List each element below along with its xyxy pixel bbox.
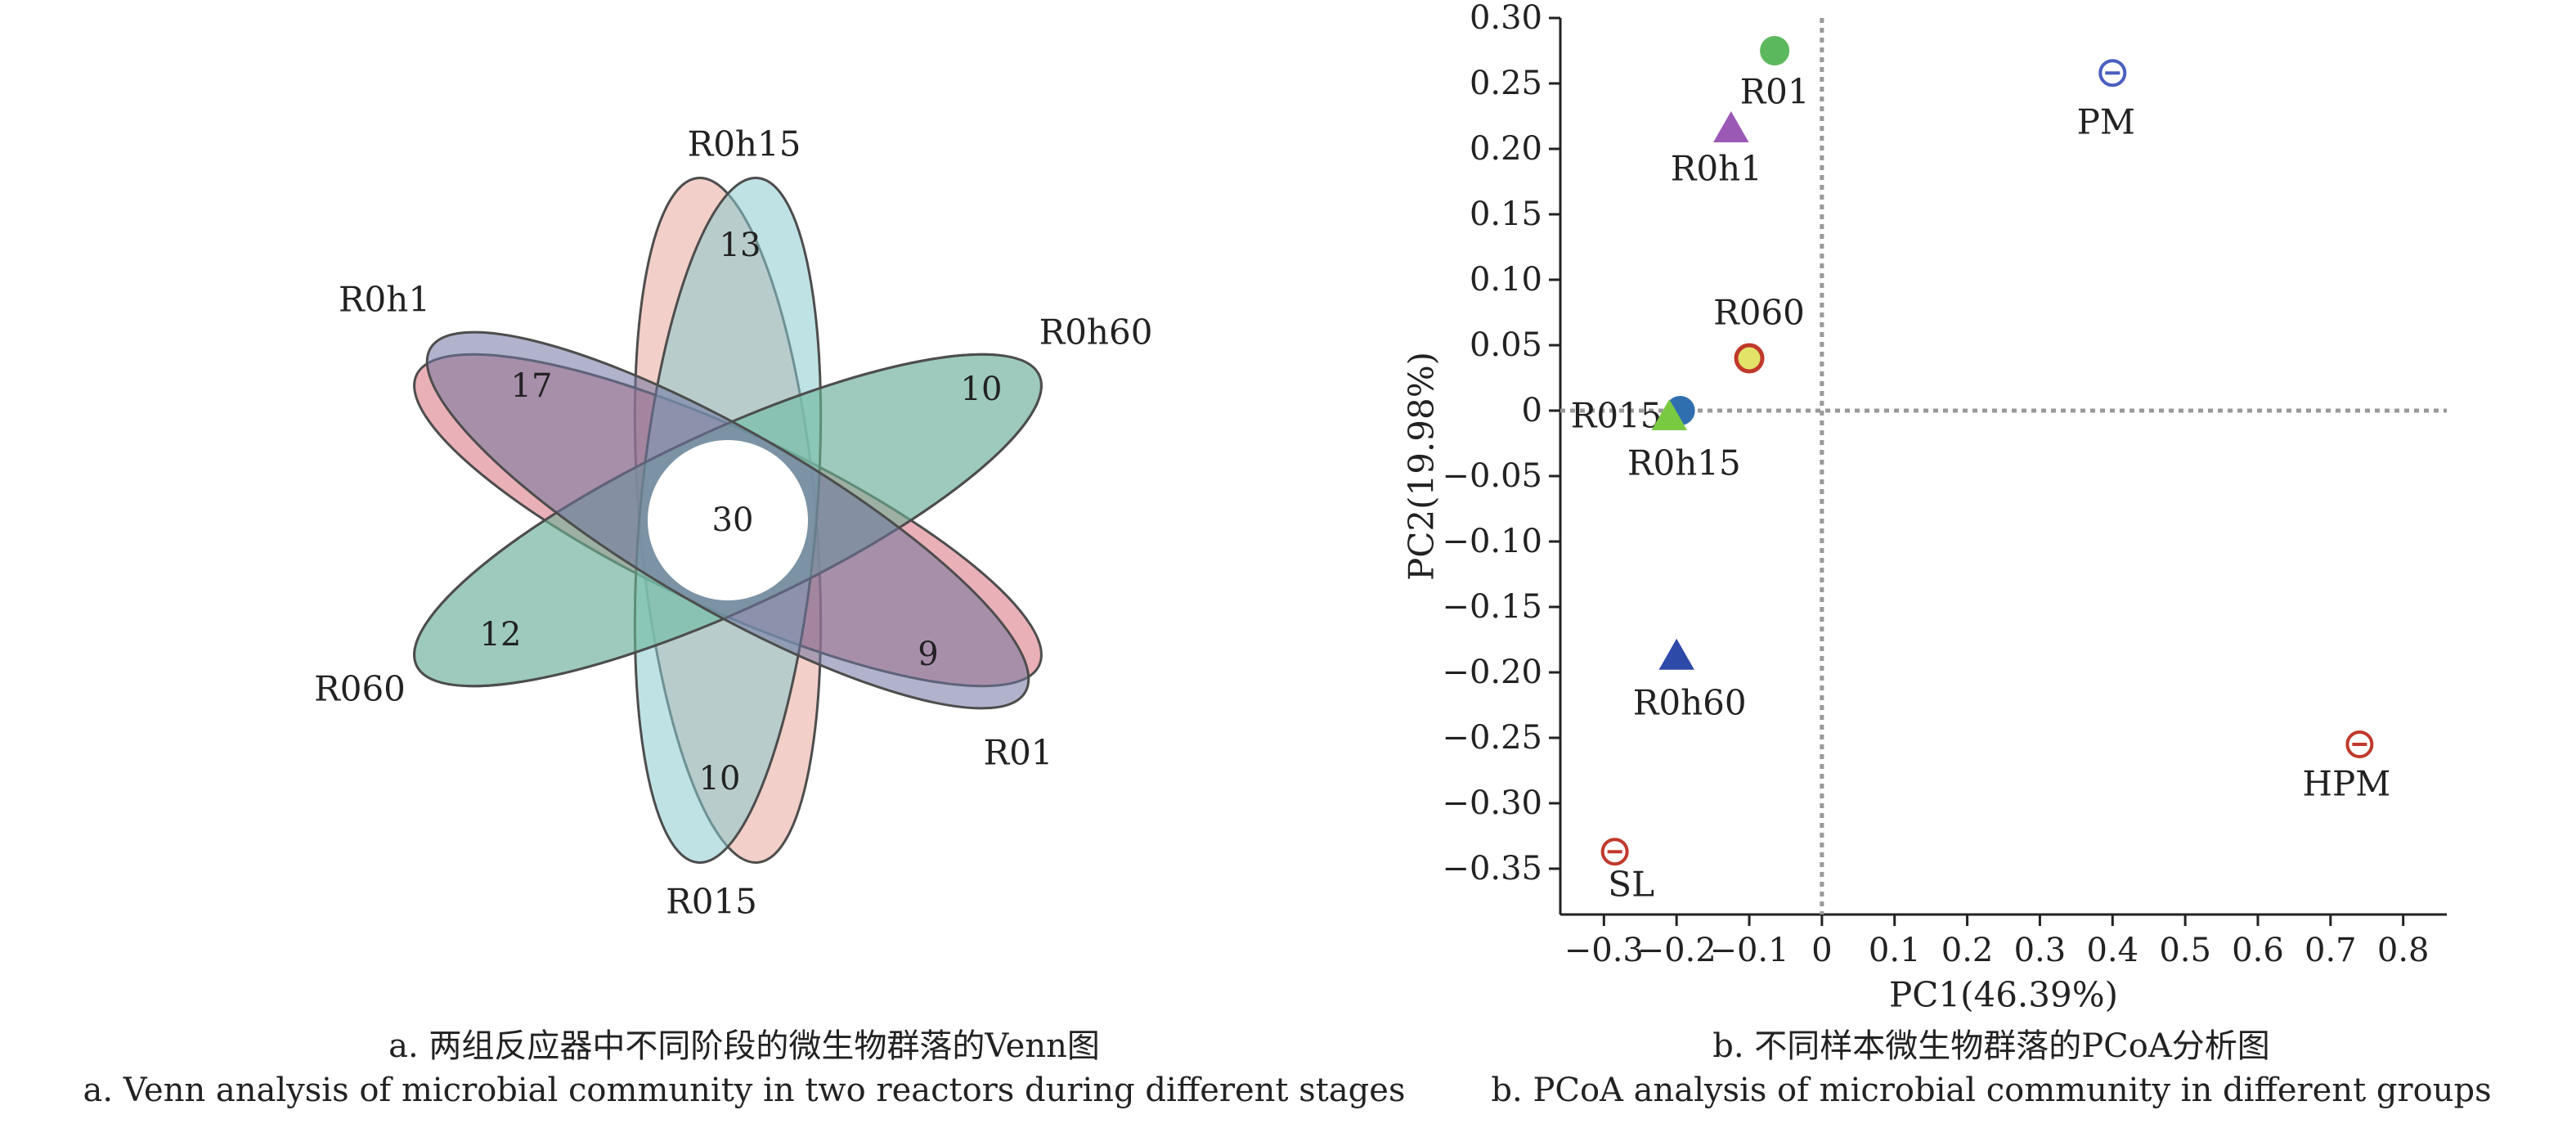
y-tick-label: −0.25 bbox=[1442, 719, 1542, 757]
y-tick-label: 0.25 bbox=[1470, 65, 1542, 102]
x-tick-label: 0.1 bbox=[1869, 932, 1921, 969]
x-tick-label: 0.4 bbox=[2086, 932, 2138, 969]
point-r0h1 bbox=[1713, 110, 1749, 142]
y-tick-label: 0.10 bbox=[1470, 261, 1542, 299]
y-tick-label: −0.20 bbox=[1442, 654, 1542, 691]
venn-unique-count-r01: 9 bbox=[918, 636, 938, 673]
venn-set-label-r0h1: R0h1 bbox=[339, 280, 430, 320]
point-label-hpm: HPM bbox=[2302, 764, 2390, 804]
venn-diagram: 30 13 R0h15 10 R0h60 9 R01 10 R015 12 R060 17 R0h1 bbox=[314, 124, 1152, 922]
point-label-pm: PM bbox=[2077, 102, 2135, 142]
venn-center-core bbox=[648, 440, 808, 600]
point-r01 bbox=[1760, 36, 1790, 65]
y-tick-label: 0 bbox=[1522, 392, 1542, 429]
point-label-sl: SL bbox=[1608, 865, 1654, 905]
point-sl bbox=[1600, 838, 1629, 866]
x-tick-label: 0.7 bbox=[2304, 932, 2357, 969]
point-hpm bbox=[2345, 730, 2374, 758]
point-r060 bbox=[1734, 343, 1765, 374]
x-tick-label: 0.6 bbox=[2232, 932, 2284, 969]
y-tick-label: −0.15 bbox=[1442, 588, 1542, 626]
venn-unique-count-r0h15: 13 bbox=[720, 227, 761, 264]
caption-b-chinese: b. 不同样本微生物群落的PCoA分析图 bbox=[1712, 1027, 2270, 1065]
caption-a-english: a. Venn analysis of microbial community … bbox=[83, 1072, 1406, 1109]
point-r0h15 bbox=[1651, 398, 1688, 430]
y-tick-label: 0.20 bbox=[1470, 130, 1542, 168]
point-label-r0h60: R0h60 bbox=[1633, 682, 1747, 722]
caption-a-chinese: a. 两组反应器中不同阶段的微生物群落的Venn图 bbox=[388, 1027, 1100, 1065]
y-tick-label: −0.30 bbox=[1442, 784, 1542, 822]
x-tick-label: 0.8 bbox=[2377, 932, 2430, 969]
venn-set-label-r0h15: R0h15 bbox=[688, 124, 801, 164]
y-tick-label: −0.05 bbox=[1442, 457, 1542, 495]
caption-a: a. 两组反应器中不同阶段的微生物群落的Venn图 a. Venn analys… bbox=[33, 1024, 1456, 1112]
venn-set-label-r060: R060 bbox=[314, 669, 406, 709]
caption-b: b. 不同样本微生物群落的PCoA分析图 b. PCoA analysis of… bbox=[1423, 1024, 2560, 1112]
point-pm bbox=[2098, 59, 2127, 88]
x-tick-label: −0.1 bbox=[1709, 932, 1788, 969]
x-tick-label: 0.2 bbox=[1941, 932, 1994, 969]
point-label-r0h15: R0h15 bbox=[1627, 443, 1741, 483]
point-label-r015: R015 bbox=[1571, 396, 1663, 436]
point-label-r060: R060 bbox=[1713, 293, 1805, 333]
venn-unique-count-r060: 12 bbox=[480, 616, 522, 654]
y-tick-label: 0.15 bbox=[1470, 195, 1542, 233]
pcoa-scatter-plot: 0.300.250.200.150.100.050−0.05−0.10−0.15… bbox=[1402, 0, 2447, 1015]
x-tick-label: −0.3 bbox=[1564, 932, 1644, 969]
venn-set-label-r015: R015 bbox=[666, 882, 757, 922]
venn-unique-count-r0h60: 10 bbox=[961, 371, 1003, 408]
venn-unique-count-r0h1: 17 bbox=[511, 367, 553, 405]
x-tick-label: 0.3 bbox=[2014, 932, 2067, 969]
y-tick-label: 0.30 bbox=[1470, 0, 1542, 37]
caption-b-english: b. PCoA analysis of microbial community … bbox=[1491, 1072, 2492, 1109]
x-tick-label: 0.5 bbox=[2159, 932, 2211, 969]
venn-unique-count-r015: 10 bbox=[699, 760, 741, 798]
point-r0h60 bbox=[1658, 638, 1694, 670]
venn-set-label-r01: R01 bbox=[983, 733, 1052, 773]
venn-set-label-r0h60: R0h60 bbox=[1039, 312, 1153, 353]
y-tick-label: 0.05 bbox=[1470, 326, 1542, 364]
x-tick-label: −0.2 bbox=[1637, 932, 1717, 969]
point-label-r01: R01 bbox=[1740, 72, 1810, 112]
y-tick-label: −0.35 bbox=[1442, 850, 1542, 888]
x-tick-label: 0 bbox=[1811, 932, 1832, 969]
y-axis-title: PC2(19.98%) bbox=[1402, 352, 1442, 581]
y-tick-label: −0.10 bbox=[1442, 523, 1542, 560]
venn-center-count: 30 bbox=[712, 501, 754, 539]
point-label-r0h1: R0h1 bbox=[1671, 149, 1762, 189]
x-axis-title: PC1(46.39%) bbox=[1889, 975, 2118, 1015]
